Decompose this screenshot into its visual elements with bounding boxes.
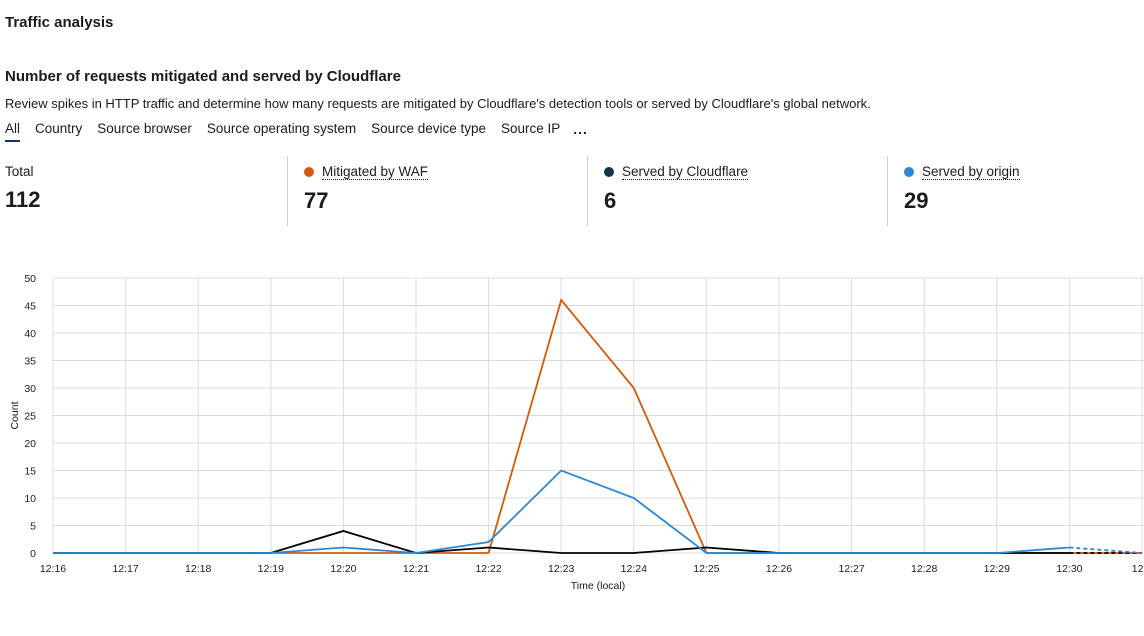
y-tick-label: 20 [24, 438, 36, 450]
metric-served-origin-value: 29 [904, 188, 929, 213]
x-tick-label: 12:21 [403, 563, 429, 575]
metric-served-origin-label[interactable]: Served by origin [922, 164, 1020, 180]
x-tick-label: 12:19 [258, 563, 284, 575]
x-tick-label: 12:26 [766, 563, 792, 575]
chart-series [53, 298, 1143, 554]
x-axis: 12:16 12:17 12:18 12:19 12:20 12:21 12:22 12:23… [40, 563, 1144, 575]
chart-title: Number of requests mitigated and served … [5, 68, 401, 85]
series-line-projection [1069, 546, 1143, 554]
legend-dot-icon [604, 167, 614, 177]
tab-bar: All Country Source browser Source operat… [5, 121, 588, 142]
x-tick-label: 12:18 [185, 563, 211, 575]
y-tick-label: 5 [30, 521, 36, 533]
chart-description: Review spikes in HTTP traffic and determ… [5, 96, 871, 111]
x-tick-label: 12:29 [984, 563, 1010, 575]
x-tick-label: 12:16 [40, 563, 66, 575]
legend-dot-icon [904, 167, 914, 177]
chart-grid [52, 277, 1144, 554]
y-tick-label: 15 [24, 466, 36, 478]
y-axis: 0 5 10 15 20 25 30 35 40 45 50 [24, 273, 36, 560]
metric-mitigated-by-waf[interactable]: Mitigated by WAF 77 [304, 156, 429, 226]
metric-divider [887, 156, 888, 226]
metric-mitigated-label[interactable]: Mitigated by WAF [322, 164, 429, 180]
metric-total-value: 112 [5, 187, 41, 212]
series-line [53, 298, 1142, 554]
y-tick-label: 30 [24, 383, 36, 395]
tab-source-operating-system[interactable]: Source operating system [206, 121, 357, 136]
tab-source-browser[interactable]: Source browser [97, 121, 192, 136]
metric-served-by-origin[interactable]: Served by origin 29 [904, 156, 1020, 226]
x-tick-label: 12:28 [911, 563, 937, 575]
metric-served-by-cloudflare[interactable]: Served by Cloudflare 6 [604, 156, 749, 226]
y-tick-label: 40 [24, 328, 36, 340]
x-tick-label: 12:22 [475, 563, 501, 575]
metric-total-label: Total [5, 164, 34, 179]
tab-country[interactable]: Country [35, 121, 83, 136]
y-axis-label: Count [9, 401, 21, 429]
x-tick-label: 12:27 [838, 563, 864, 575]
x-tick-label: 12:30 [1056, 563, 1082, 575]
x-tick-label: 12:20 [330, 563, 356, 575]
series-line [53, 469, 1070, 554]
metric-served-cloudflare-value: 6 [604, 188, 617, 213]
metrics-row: Total 112 Mitigated by WAF 77 Served by … [0, 156, 1144, 226]
y-tick-label: 45 [24, 301, 36, 313]
y-tick-label: 25 [24, 411, 36, 423]
more-tabs-icon[interactable]: ... [573, 121, 588, 137]
x-tick-label: 12:17 [112, 563, 138, 575]
section-title: Traffic analysis [5, 14, 114, 31]
x-tick-label: 12:3 [1132, 563, 1144, 575]
tab-source-ip[interactable]: Source IP [501, 121, 561, 136]
metric-divider [587, 156, 588, 226]
x-tick-label: 12:23 [548, 563, 574, 575]
tab-source-device-type[interactable]: Source device type [371, 121, 486, 136]
x-axis-label: Time (local) [571, 580, 625, 592]
x-tick-label: 12:24 [621, 563, 647, 575]
legend-dot-icon [304, 167, 314, 177]
y-tick-label: 10 [24, 493, 36, 505]
y-tick-label: 0 [30, 548, 36, 560]
metric-mitigated-value: 77 [304, 188, 329, 213]
tab-all[interactable]: All [5, 121, 21, 142]
metric-served-cloudflare-label[interactable]: Served by Cloudflare [622, 164, 749, 180]
metric-divider [287, 156, 288, 226]
metric-total: Total 112 [5, 156, 41, 226]
x-tick-label: 12:25 [693, 563, 719, 575]
y-tick-label: 50 [24, 273, 36, 285]
y-tick-label: 35 [24, 356, 36, 368]
